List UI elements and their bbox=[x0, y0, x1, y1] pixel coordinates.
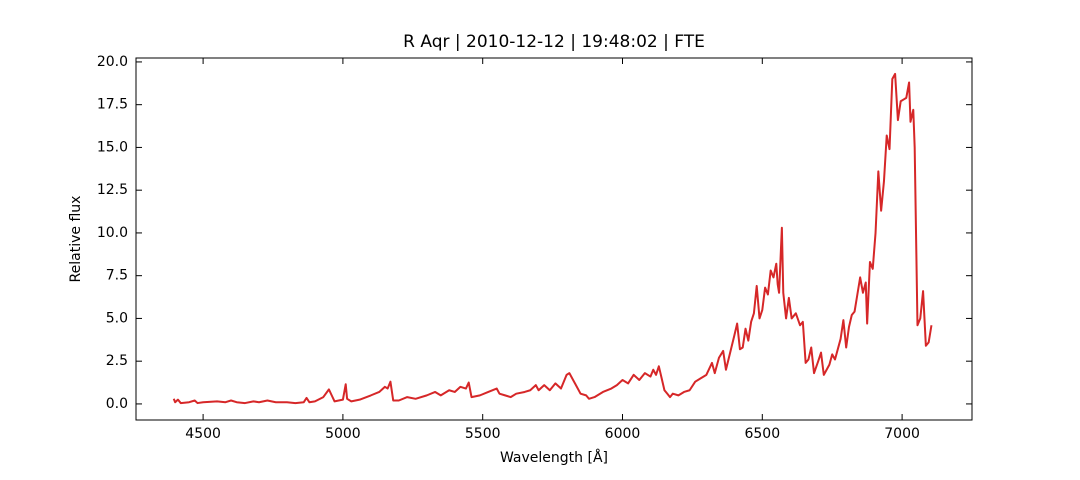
plot-frame bbox=[135, 57, 973, 421]
y-tick-label: 20.0 bbox=[97, 54, 128, 70]
y-tick-label: 7.5 bbox=[106, 268, 128, 284]
y-tick-label: 0.0 bbox=[106, 396, 128, 412]
chart-title: R Aqr | 2010-12-12 | 19:48:02 | FTE bbox=[403, 32, 705, 52]
x-tick-label: 7000 bbox=[884, 426, 920, 442]
y-tick-label: 15.0 bbox=[97, 139, 128, 155]
x-tick-label: 5500 bbox=[465, 426, 501, 442]
x-axis-label: Wavelength [Å] bbox=[500, 449, 608, 466]
y-tick-label: 2.5 bbox=[106, 353, 128, 369]
x-tick-label: 4500 bbox=[185, 426, 221, 442]
y-axis-label: Relative flux bbox=[68, 196, 84, 283]
x-tick-label: 6000 bbox=[605, 426, 641, 442]
y-tick-label: 17.5 bbox=[97, 97, 128, 113]
y-tick-label: 10.0 bbox=[97, 225, 128, 241]
spectrum-line bbox=[172, 72, 933, 405]
y-tick-label: 5.0 bbox=[106, 310, 128, 326]
x-tick-label: 6500 bbox=[744, 426, 780, 442]
y-tick-label: 12.5 bbox=[97, 182, 128, 198]
x-tick-label: 5000 bbox=[325, 426, 361, 442]
